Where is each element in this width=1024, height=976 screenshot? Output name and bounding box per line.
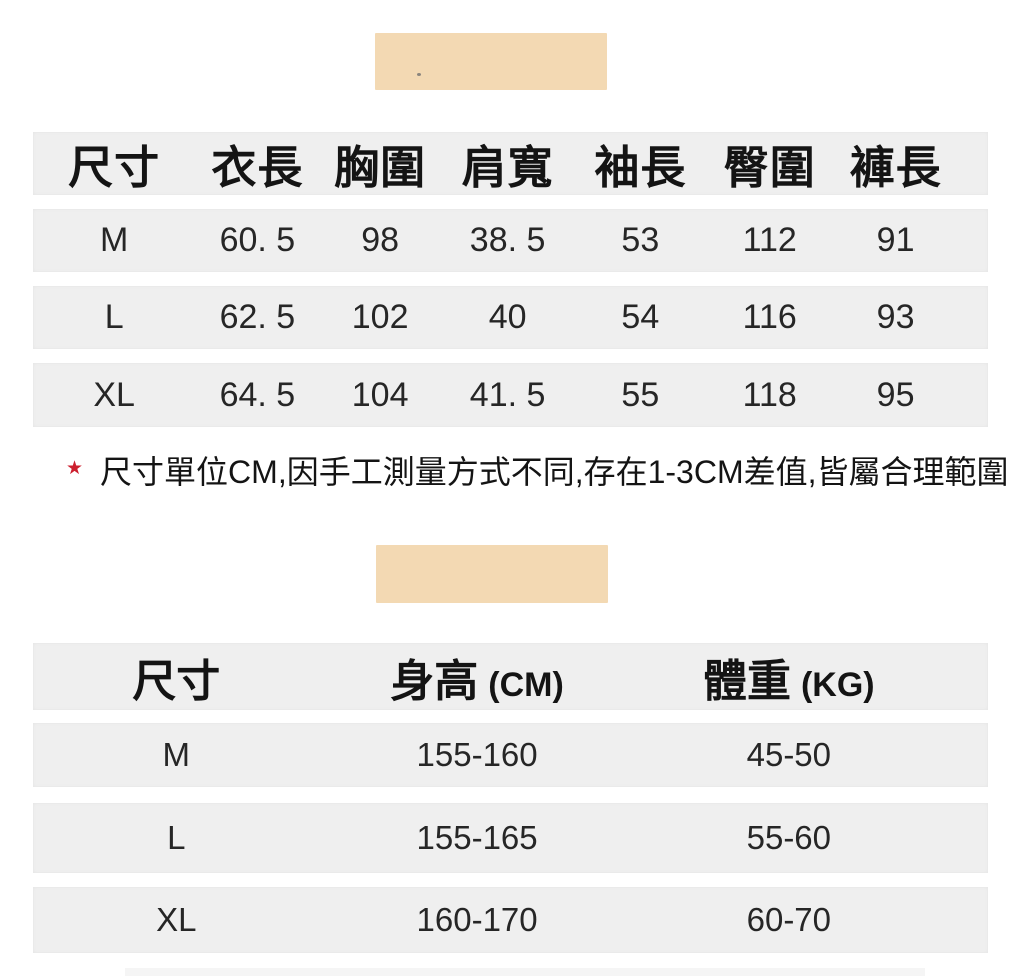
value-cell: 93	[876, 298, 915, 336]
value-cell: 53	[621, 221, 660, 259]
value-cell: 55	[621, 375, 660, 414]
fabric-swatch-middle	[376, 545, 608, 603]
next-section-edge	[125, 968, 925, 976]
value-cell: 98	[361, 221, 400, 259]
weight-cell: 55-60	[746, 819, 832, 856]
value-cell: 41. 5	[469, 375, 546, 414]
garment-header-sleeve: 袖長	[594, 142, 687, 193]
body-header-weight-label: 體重	[702, 656, 791, 706]
value-cell: 64. 5	[219, 375, 296, 414]
body-header-height: 身高 (CM)	[320, 645, 635, 709]
body-table-row-l: L 155-165 55-60	[33, 803, 988, 873]
garment-header-hip: 臀圍	[723, 142, 816, 193]
garment-table-row-m: M 60. 5 98 38. 5 53 112 91	[33, 209, 988, 272]
value-cell: 112	[742, 221, 797, 259]
garment-table-row-xl: XL 64. 5 104 41. 5 55 118 95	[33, 363, 988, 427]
weight-cell: 45-50	[746, 736, 832, 773]
size-cell: M	[162, 736, 191, 773]
measurement-note: ★ 尺寸單位CM,因手工測量方式不同,存在1-3CM差值,皆屬合理範圍	[66, 444, 1009, 496]
body-header-weight-unit: (KG)	[800, 665, 875, 704]
value-cell: 38. 5	[469, 221, 546, 259]
size-cell: XL	[156, 901, 197, 938]
size-cell: L	[104, 298, 124, 336]
fabric-swatch-top	[375, 33, 607, 90]
weight-cell: 60-70	[746, 901, 832, 938]
value-cell: 104	[351, 375, 409, 414]
height-cell: 155-165	[416, 819, 538, 856]
value-cell: 62. 5	[219, 298, 296, 336]
measurement-note-text: 尺寸單位CM,因手工測量方式不同,存在1-3CM差值,皆屬合理範圍	[100, 454, 1009, 490]
value-cell: 102	[351, 298, 409, 336]
value-cell: 95	[876, 375, 915, 414]
body-header-height-unit: (CM)	[488, 665, 564, 704]
body-table-header-row: 尺寸 身高 (CM) 體重 (KG)	[33, 643, 988, 710]
garment-table-header-row: 尺寸 衣長 胸圍 肩寬 袖長 臀圍 褲長	[33, 132, 988, 195]
body-header-size: 尺寸	[33, 645, 320, 709]
garment-header-length: 衣長	[211, 142, 304, 193]
value-cell: 116	[742, 298, 797, 336]
garment-header-shoulder: 肩寬	[461, 142, 554, 193]
value-cell: 40	[488, 298, 527, 336]
size-cell: L	[167, 819, 186, 856]
size-cell: M	[100, 221, 129, 259]
garment-header-size: 尺寸	[68, 142, 161, 193]
garment-header-chest: 胸圍	[334, 142, 427, 193]
body-header-height-label: 身高	[390, 656, 479, 706]
size-cell: XL	[93, 375, 135, 414]
value-cell: 54	[621, 298, 660, 336]
body-table-row-xl: XL 160-170 60-70	[33, 887, 988, 953]
body-table-row-m: M 155-160 45-50	[33, 723, 988, 787]
red-star-icon: ★	[66, 457, 84, 479]
height-cell: 155-160	[416, 736, 538, 773]
value-cell: 91	[876, 221, 915, 259]
garment-table-row-l: L 62. 5 102 40 54 116 93	[33, 286, 988, 349]
garment-header-pants: 褲長	[849, 142, 942, 193]
height-cell: 160-170	[416, 901, 538, 938]
swatch-speck	[417, 73, 421, 76]
value-cell: 118	[742, 375, 797, 414]
body-header-weight: 體重 (KG)	[635, 645, 988, 709]
value-cell: 60. 5	[219, 221, 296, 259]
body-header-size-label: 尺寸	[132, 656, 221, 706]
